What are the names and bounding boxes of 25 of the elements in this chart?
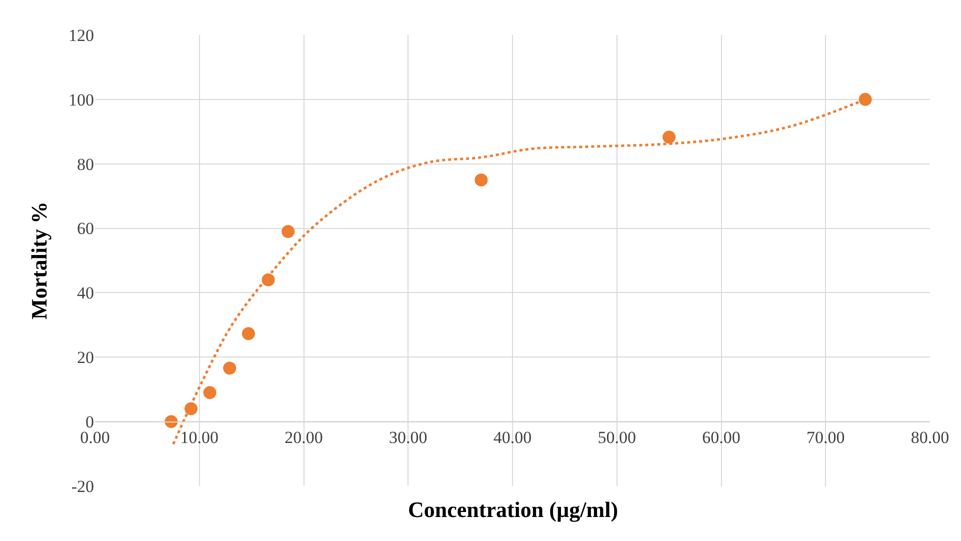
x-tick-label: 70.00 (806, 428, 845, 447)
point (164, 415, 178, 428)
x-tick-label: 10.00 (180, 428, 219, 447)
point (662, 130, 676, 144)
y-tick-label: 120 (68, 26, 94, 45)
point (858, 92, 872, 106)
y-tick-label: 20 (77, 348, 94, 368)
y-tick-label: 80 (77, 154, 94, 174)
y-tick-label: -20 (71, 476, 94, 496)
x-tick-label: 40.00 (493, 428, 532, 447)
x-tick-label: 30.00 (389, 428, 428, 447)
x-tick-label: 20.00 (284, 428, 323, 447)
x-tick-label: 60.00 (702, 428, 740, 447)
y-axis-title: Mortality % (26, 202, 52, 320)
point (223, 362, 236, 375)
y-tick-label: 40 (77, 284, 94, 303)
point (242, 327, 255, 340)
x-axis-title: Concentration (µg/ml) (408, 497, 618, 522)
y-tick-label: 60 (77, 219, 94, 238)
point (203, 386, 216, 400)
point (282, 225, 295, 238)
point (474, 173, 488, 186)
y-tick-label: 100 (68, 90, 94, 110)
x-tick-label: 50.00 (598, 428, 636, 447)
x-tick-label: 80.00 (910, 428, 950, 447)
